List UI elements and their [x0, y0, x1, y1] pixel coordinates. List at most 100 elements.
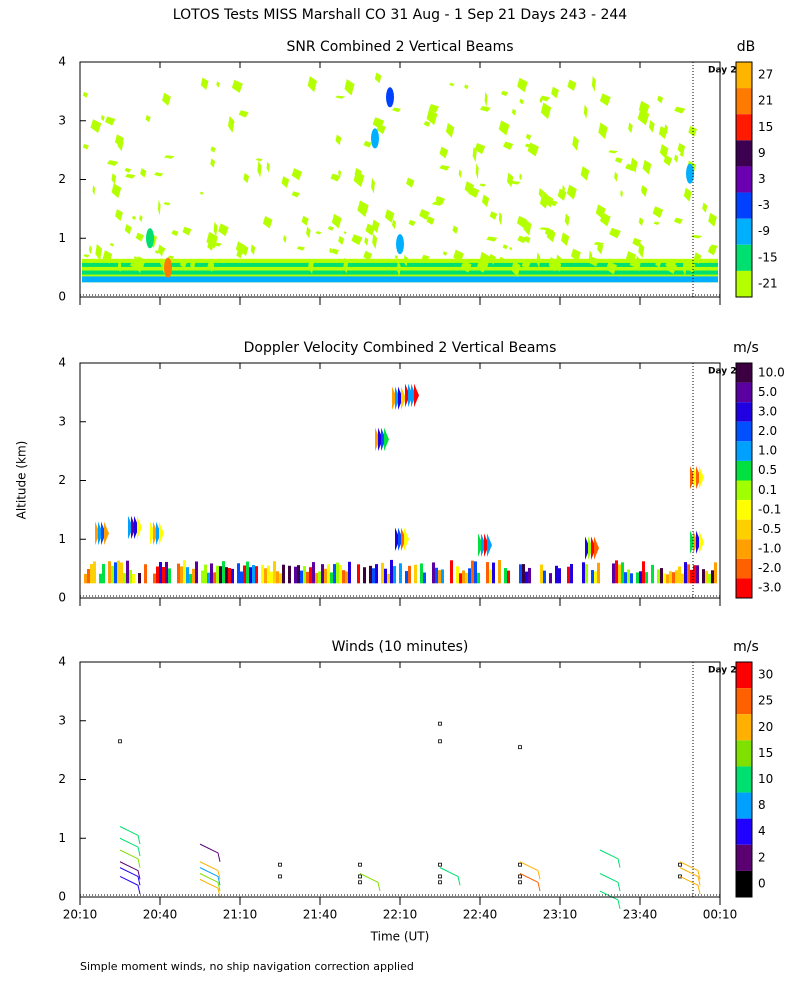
- field-patch: [481, 533, 486, 557]
- field-patch: [115, 209, 123, 221]
- field-stripe: [702, 569, 705, 584]
- colorbar-swatch: [736, 688, 752, 715]
- field-stripe: [408, 565, 411, 584]
- field-stripe: [153, 573, 156, 584]
- field-patch: [306, 226, 311, 239]
- plot-frame: [79, 661, 721, 898]
- field-patch: [428, 104, 440, 113]
- field-stripe: [270, 571, 273, 584]
- colorbar-label: -0.1: [758, 502, 781, 516]
- colorbar-frame: [735, 661, 753, 898]
- field-stripe: [315, 573, 318, 584]
- field-stripe: [381, 562, 384, 584]
- field-stripe: [255, 566, 258, 584]
- field-patch: [511, 108, 517, 116]
- wind-point: [358, 862, 362, 867]
- field-stripe: [342, 570, 345, 584]
- field-stripe: [123, 573, 126, 584]
- field-patch: [652, 206, 664, 219]
- field-patch: [392, 219, 397, 230]
- colorbar-swatch: [736, 218, 752, 245]
- field-patch: [109, 243, 115, 247]
- colorbar-swatch: [736, 244, 752, 271]
- y-axis-label: Altitude (km): [15, 441, 29, 520]
- field-patch: [442, 251, 448, 256]
- field-patch: [439, 146, 449, 159]
- field-patch: [567, 79, 577, 91]
- field-stripe: [582, 562, 585, 584]
- wind-point: [278, 862, 282, 867]
- field-patch: [111, 183, 122, 199]
- field-patch: [266, 161, 270, 173]
- x-tick-label: 23:10: [543, 908, 578, 922]
- field-patch: [479, 183, 487, 187]
- field-patch: [135, 232, 144, 242]
- wind-point: [118, 739, 122, 744]
- y-tick-label: 4: [58, 655, 66, 669]
- field-patch: [628, 122, 633, 134]
- field-patch: [131, 515, 136, 540]
- colorbar-swatch: [736, 662, 752, 689]
- field-patch: [330, 173, 341, 182]
- field-patch: [557, 188, 567, 201]
- y-tick-label: 2: [58, 772, 66, 786]
- field-patch: [511, 260, 521, 278]
- field-stripe: [321, 564, 324, 584]
- field-patch: [580, 166, 590, 181]
- field-patch: [659, 144, 669, 159]
- field-stripe: [108, 561, 111, 584]
- wind-barb: [359, 873, 381, 892]
- field-stripe: [657, 569, 660, 584]
- field-patch: [682, 260, 687, 276]
- field-patch: [674, 154, 679, 163]
- field-patch: [638, 100, 650, 117]
- field-patch: [190, 258, 196, 271]
- wind-barb: [119, 849, 141, 868]
- field-patch: [394, 255, 398, 260]
- field-stripe: [186, 567, 189, 584]
- field-stripe: [663, 573, 666, 584]
- colorbar-label: 5.0: [758, 385, 777, 399]
- field-stripe: [213, 572, 216, 584]
- field-stripe: [651, 564, 654, 584]
- colorbar-swatch: [736, 714, 752, 741]
- field-patch: [658, 126, 668, 139]
- field-stripe: [264, 568, 267, 584]
- field-patch: [519, 173, 522, 181]
- field-patch: [572, 135, 579, 151]
- field-stripe: [567, 566, 570, 584]
- field-patch: [696, 530, 701, 554]
- field-patch: [83, 254, 90, 258]
- field-stripe: [456, 566, 459, 584]
- field-stripe: [120, 562, 123, 584]
- colorbar-swatch: [736, 270, 752, 297]
- wind-point: [518, 880, 522, 885]
- field-patch: [641, 185, 646, 195]
- field-patch: [439, 164, 450, 171]
- field-patch: [397, 260, 401, 277]
- field-patch: [479, 105, 491, 112]
- field-patch: [255, 158, 263, 162]
- field-patch: [363, 140, 372, 148]
- field-stripe: [507, 570, 510, 584]
- field-patch: [519, 98, 524, 105]
- field-patch: [555, 254, 562, 268]
- field-patch: [690, 530, 695, 554]
- field-stripe: [165, 561, 168, 584]
- field-patch: [562, 184, 566, 196]
- wind-point: [358, 874, 362, 879]
- x-tick-label: 21:40: [303, 908, 338, 922]
- colorbar-swatch: [736, 62, 752, 89]
- colorbar-label: 1.0: [758, 444, 777, 458]
- field-patch: [156, 521, 161, 546]
- field-patch: [365, 223, 376, 236]
- field-stripe: [336, 562, 339, 584]
- field-patch: [655, 259, 662, 268]
- field-patch: [707, 246, 717, 256]
- field-stripe: [249, 567, 252, 584]
- field-stripe: [393, 566, 396, 584]
- field-stripe: [696, 565, 699, 584]
- field-stripe: [369, 565, 372, 584]
- field-patch: [709, 244, 719, 250]
